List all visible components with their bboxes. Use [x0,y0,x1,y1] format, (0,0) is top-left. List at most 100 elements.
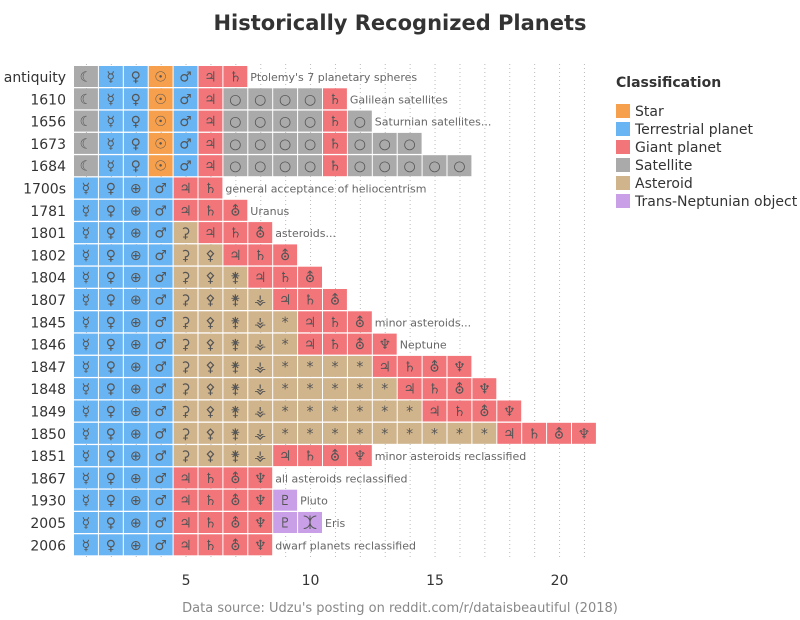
legend-label-giant: Giant planet [635,140,722,156]
x-axis-ticks: 5 10 15 20 [182,573,569,589]
row-note: Uranus [250,205,289,218]
cell-ast [298,422,322,444]
cell-glyph: ⚶ [254,337,266,353]
cell-ter [123,199,148,221]
cell-ast [248,422,273,444]
cell-glyph: ♀ [106,293,116,309]
cell-ter [173,155,198,177]
cell-glyph: ♀ [106,449,116,465]
cell-glyph: * [331,404,338,420]
cell-sat [74,132,98,154]
cell-glyph: ♂ [154,516,167,532]
cell-gia [248,266,273,288]
cell-glyph: ⊕ [130,382,142,398]
row-note: Saturnian satellites... [375,116,492,129]
cell-glyph: ♃ [304,315,317,331]
cell-sat [248,155,273,177]
cell-sta [148,132,173,154]
cells: ☾ ☿ ♀ ☉ ♂ ♃ ♄ ☾ ☿ ♀ ☉ ♂ ♃ ○ ○ ○ ○ ♄ ☾ ☿ ♀ ☉ ♂ ♃ ○ ○ ○ ○ ♄ ○ ☾ ☿ ♀ ☉ ♂ ♃ ○ ○ ○ ○… [74,66,596,556]
cell-glyph: ○ [254,114,266,130]
cell-ter [123,355,148,377]
cell-glyph: ⚳ [180,315,190,331]
cell-glyph: ⛢ [255,226,265,242]
cell-sat [74,155,98,177]
cell-ast [472,422,497,444]
row-label: 1847 [30,360,66,376]
cell-glyph: ○ [453,159,465,175]
cell-glyph: * [356,382,363,398]
cell-ter [148,400,173,422]
cell-sat [347,155,372,177]
cell-gia [223,199,248,221]
cell-gia [223,512,248,533]
cell-glyph: ☉ [154,159,167,175]
cell-glyph: ♃ [378,359,391,375]
cell-glyph: ♃ [179,471,192,487]
row-label: 1845 [30,315,66,331]
cell-glyph: ♀ [131,92,141,108]
row-note: minor asteroids... [375,316,471,329]
cell-glyph: ♀ [106,359,116,375]
cell-glyph: ☿ [82,226,91,242]
cell-ter [74,266,98,288]
cell-glyph: ♆ [254,516,267,532]
cell-ter [148,534,173,556]
cell-glyph: ♆ [254,538,267,554]
cell-glyph: ☿ [107,114,116,130]
legend-swatch-star [616,104,630,118]
cell-gia [298,311,322,333]
cell-glyph: ⚴ [205,449,215,465]
cell-glyph: ⊕ [130,203,142,219]
cell-ter [98,244,123,266]
cell-glyph: ⚶ [254,293,266,309]
cell-glyph: ♀ [106,248,116,264]
cell-gia [173,512,198,533]
legend-swatch-tno [616,194,630,208]
cell-ter [74,489,98,511]
cell-glyph: ⚴ [205,359,215,375]
cell-glyph: ☿ [82,315,91,331]
cell-glyph: ♄ [204,516,217,532]
cell-gia [173,534,198,556]
row-label: 2005 [30,516,66,532]
cell-ast [273,400,298,422]
cell-glyph: ⚳ [180,293,190,309]
cell-glyph: ☿ [82,538,91,554]
cell-ter [98,467,123,489]
cell-glyph: * [481,426,488,442]
row-note: all asteroids reclassified [275,472,407,485]
cell-gia [422,378,447,400]
cell-glyph: ♆ [378,337,391,353]
cell-ast [397,422,422,444]
cell-glyph: ⯰ [303,516,317,532]
cell-ast [372,400,397,422]
cell-gia [422,400,447,422]
cell-ast [422,422,447,444]
row-label: 1804 [30,271,66,287]
row-label: 1684 [30,159,66,175]
cell-glyph: ⚳ [180,270,190,286]
cell-glyph: ⊕ [130,471,142,487]
cell-glyph: ⛢ [230,203,240,219]
x-tick-label: 15 [426,573,444,589]
cell-ter [74,534,98,556]
cell-glyph: ♀ [106,337,116,353]
cell-gia [223,66,248,87]
cell-glyph: ♄ [453,404,466,420]
cell-gia [248,534,273,556]
cell-gia [323,110,347,132]
cell-glyph: ♄ [204,538,217,554]
cell-glyph: ♃ [179,493,192,509]
cell-glyph: ⊕ [130,426,142,442]
cell-glyph: ⊕ [130,538,142,554]
row-note: Ptolemy's 7 planetary spheres [250,71,417,84]
cell-glyph: * [307,404,314,420]
cell-glyph: * [406,404,413,420]
cell-ter [148,489,173,511]
cell-ast [173,289,198,310]
cell-ast [198,378,223,400]
cell-glyph: ⚵ [230,449,240,465]
cell-ter [123,445,148,467]
legend: Classification Star Terrestrial planet Gia… [616,75,798,210]
